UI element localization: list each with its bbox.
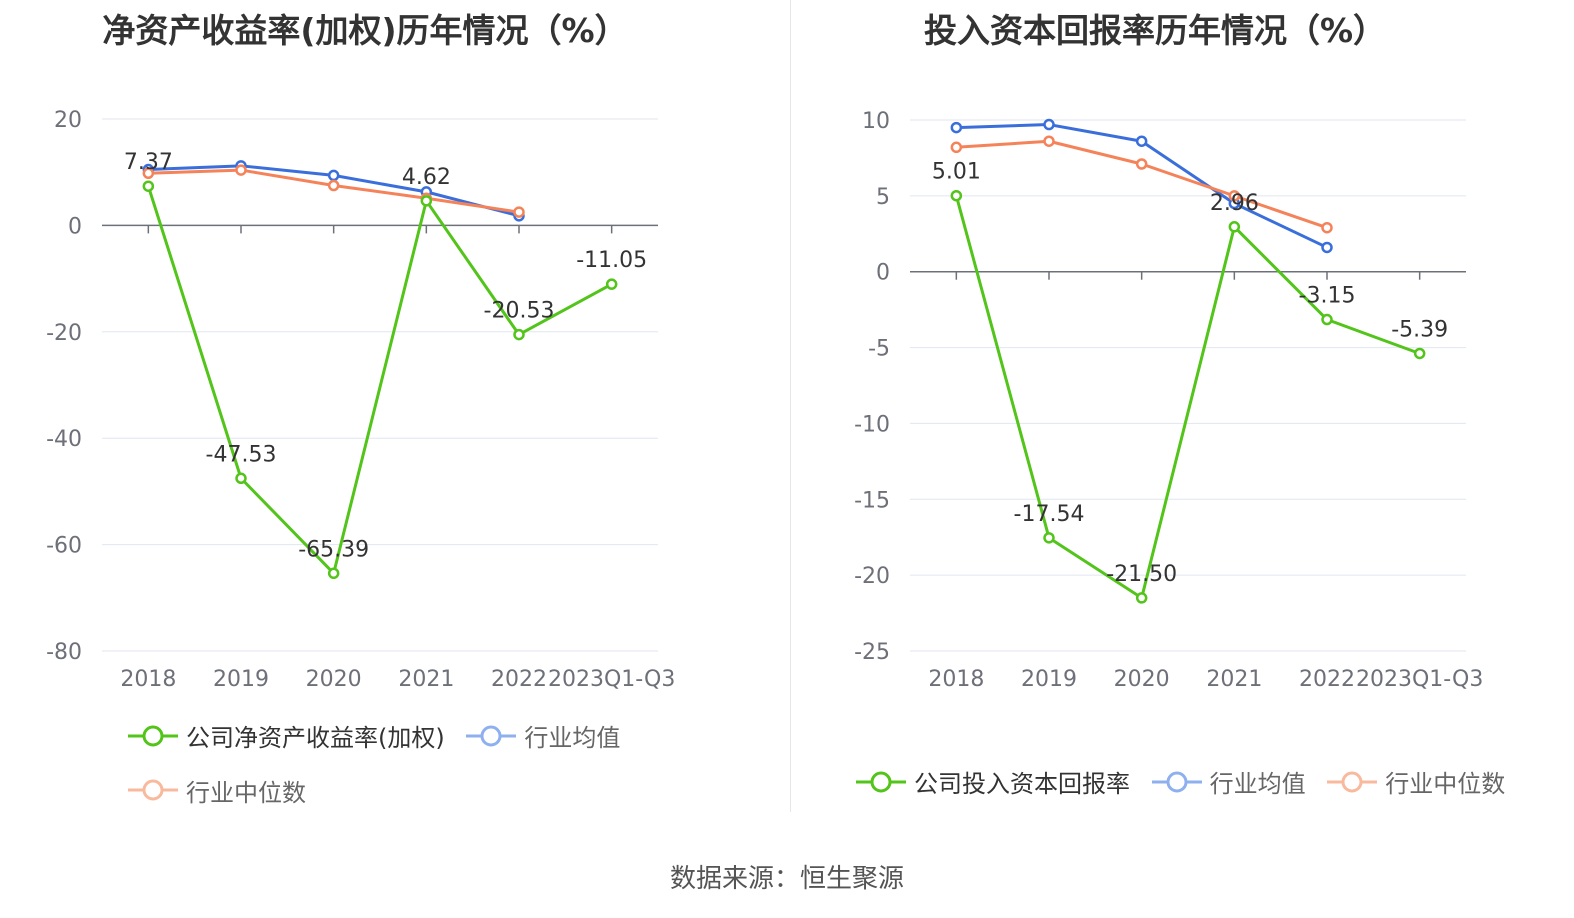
chart-divider: [790, 0, 791, 812]
data-point[interactable]: [235, 472, 247, 485]
data-point[interactable]: [420, 195, 433, 207]
legend-line-circle-icon: [128, 779, 178, 801]
data-point[interactable]: [327, 179, 340, 192]
legend-item-company-roic[interactable]: 公司投入资本回报率: [856, 764, 1130, 799]
data-label: -17.54: [1014, 502, 1085, 527]
x-tick-label: 2021: [1206, 667, 1262, 692]
data-point[interactable]: [513, 328, 525, 341]
y-tick-label: 5: [876, 185, 890, 210]
right-line-chart: 10 5 0 -5 -10 -15 -20 -25 2018 2019 2020 2021 2022 20…: [854, 109, 1483, 692]
y-tick-label: 20: [54, 108, 82, 133]
data-label: 7.37: [124, 150, 173, 175]
legend-label: 行业均值: [524, 724, 621, 752]
series-line: [956, 139, 1328, 230]
data-point[interactable]: [142, 167, 155, 180]
legend-item-industry-avg[interactable]: 行业均值: [1151, 764, 1306, 799]
legend-line-circle-icon: [128, 725, 178, 746]
y-tick-label: 0: [876, 261, 890, 286]
y-tick-label: -5: [868, 337, 890, 362]
data-point[interactable]: [1321, 241, 1333, 254]
legend-label: 公司净资产收益率(加权): [186, 724, 445, 752]
legend-line-circle-icon: [1151, 771, 1202, 792]
x-tick-label: 2020: [306, 667, 362, 692]
x-tick-label: 2018: [928, 667, 984, 692]
data-point[interactable]: [1413, 347, 1426, 360]
data-point[interactable]: [1228, 190, 1241, 202]
legend-item-company-roe[interactable]: 公司净资产收益率(加权): [128, 718, 445, 753]
right-legend: 公司投入资本回报率 行业均值 行业中位数: [856, 764, 1519, 801]
data-point[interactable]: [950, 141, 963, 154]
data-label: -11.05: [576, 248, 647, 273]
data-point[interactable]: [235, 164, 247, 176]
data-point[interactable]: [1043, 118, 1055, 131]
data-point[interactable]: [1135, 592, 1148, 604]
y-tick-label: -60: [46, 534, 82, 559]
legend-item-industry-avg[interactable]: 行业均值: [466, 718, 620, 753]
legend-label: 行业中位数: [186, 778, 306, 807]
data-label: -5.39: [1391, 317, 1448, 342]
x-tick-label: 2022: [1299, 667, 1355, 692]
series-line: [954, 195, 1421, 600]
legend-label: 公司投入资本回报率: [914, 770, 1130, 798]
data-point[interactable]: [1135, 158, 1148, 170]
y-tick-label: -80: [46, 640, 82, 665]
x-tick-label: 2021: [398, 667, 454, 692]
y-tick-label: -20: [854, 564, 890, 589]
data-point[interactable]: [513, 206, 525, 218]
data-point[interactable]: [605, 278, 618, 290]
left-legend-row-2: 行业中位数: [128, 773, 634, 810]
left-line-chart: 20 0 -20 -40 -60 -80 2018 2019 2020 2021 2022 2023Q…: [46, 108, 675, 692]
data-label: 2.96: [1210, 191, 1259, 216]
data-point[interactable]: [327, 567, 340, 580]
data-point[interactable]: [950, 121, 963, 134]
x-tick-label: 2019: [213, 667, 269, 692]
legend-line-circle-icon: [1327, 771, 1378, 792]
legend-label: 行业中位数: [1385, 770, 1506, 798]
y-tick-label: -25: [854, 640, 890, 665]
data-point[interactable]: [1228, 221, 1241, 233]
data-label: 5.01: [932, 160, 981, 185]
x-tick-label: 2022: [491, 667, 547, 692]
data-label: -20.53: [484, 299, 555, 324]
data-label: -65.39: [298, 537, 369, 562]
data-label: -3.15: [1299, 284, 1356, 309]
data-label: -47.53: [206, 442, 277, 467]
legend-label: 行业均值: [1209, 770, 1306, 798]
x-tick-label: 2018: [120, 667, 176, 692]
y-tick-label: -15: [854, 488, 890, 513]
y-tick-label: -40: [46, 427, 82, 452]
series-line: [146, 185, 613, 575]
y-tick-label: -20: [46, 321, 82, 346]
data-label: -21.50: [1106, 562, 1177, 587]
x-tick-label: 2020: [1114, 667, 1170, 692]
legend-item-industry-median[interactable]: 行业中位数: [1327, 764, 1505, 799]
data-point[interactable]: [1321, 221, 1333, 234]
x-tick-label: 2023Q1-Q3: [1356, 667, 1483, 692]
x-tick-label: 2023Q1-Q3: [548, 667, 675, 692]
data-point[interactable]: [142, 180, 155, 192]
y-tick-label: 0: [68, 214, 82, 239]
left-legend: 公司净资产收益率(加权) 行业均值 行业中位数: [128, 718, 634, 809]
data-label: 4.62: [402, 165, 451, 190]
data-point[interactable]: [327, 169, 340, 182]
legend-line-circle-icon: [856, 771, 906, 792]
left-chart-title: 净资产收益率(加权)历年情况（%）: [102, 11, 628, 50]
legend-item-industry-median[interactable]: 行业中位数: [128, 773, 306, 808]
left-legend-row-1: 公司净资产收益率(加权) 行业均值: [128, 718, 634, 755]
y-tick-label: 10: [862, 109, 890, 134]
data-point[interactable]: [1135, 135, 1148, 147]
right-chart-title: 投入资本回报率历年情况（%）: [923, 11, 1387, 50]
legend-line-circle-icon: [466, 725, 517, 746]
x-tick-label: 2019: [1021, 667, 1077, 692]
y-tick-label: -10: [854, 412, 890, 437]
data-point[interactable]: [1321, 313, 1333, 326]
data-source: 数据来源：恒生聚源: [669, 864, 904, 894]
data-point[interactable]: [950, 189, 963, 202]
data-point[interactable]: [1043, 135, 1055, 147]
data-point[interactable]: [1043, 532, 1055, 544]
